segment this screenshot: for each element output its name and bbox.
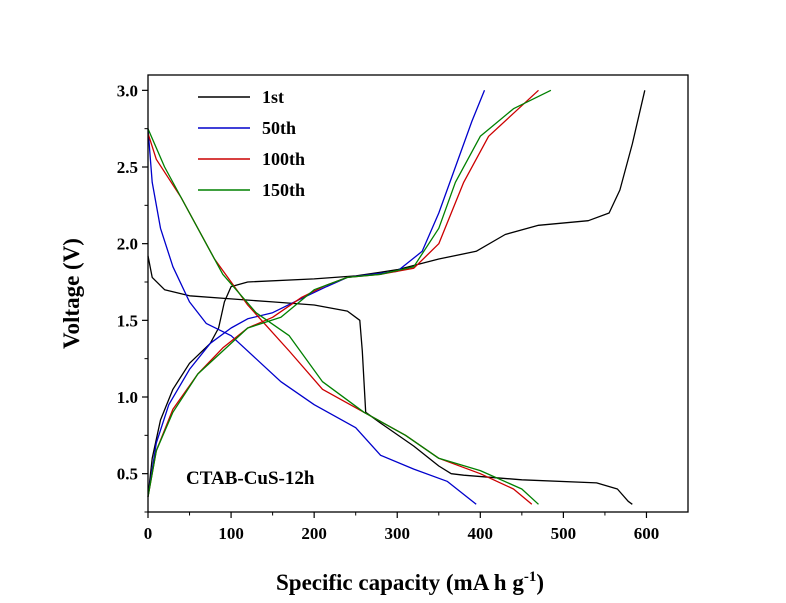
y-tick-label: 3.0 (117, 81, 138, 100)
legend: 1st 50th 100th 150th (198, 87, 305, 200)
x-tick-label: 0 (144, 524, 153, 543)
series-150th-discharge-line (147, 128, 539, 505)
x-axis-title-superscript: -1 (524, 569, 537, 585)
x-tick-label: 300 (384, 524, 410, 543)
y-tick-label: 0.5 (117, 465, 138, 484)
x-tick-label: 200 (301, 524, 327, 543)
legend-label-50th: 50th (262, 118, 296, 138)
series-1st-charge-line (147, 90, 646, 497)
x-tick-label: 100 (218, 524, 244, 543)
y-tick-label: 1.0 (117, 388, 138, 407)
y-tick-label: 1.5 (117, 311, 138, 330)
y-tick-label: 2.0 (117, 235, 138, 254)
annotation-label: CTAB-CuS-12h (186, 468, 315, 489)
x-axis-title-suffix: ) (536, 570, 544, 595)
legend-label-150th: 150th (262, 180, 305, 200)
series-150th-charge-line (147, 89, 552, 497)
legend-label-1st: 1st (262, 87, 284, 107)
x-axis-title: Specific capacity (mA h g-1) (276, 569, 544, 595)
series-layer (147, 89, 646, 505)
y-tick-label: 2.5 (117, 158, 138, 177)
series-1st-discharge-line (147, 255, 633, 505)
legend-label-100th: 100th (262, 149, 305, 169)
plot-frame (147, 74, 689, 513)
ticks-layer: 0 100 200 300 400 500 600 0.5 1.0 1.5 2.0 2.5 3.0 (117, 81, 659, 543)
x-tick-label: 600 (634, 524, 660, 543)
x-tick-label: 500 (551, 524, 577, 543)
x-tick-label: 400 (468, 524, 494, 543)
y-axis-title: Voltage (V) (59, 238, 84, 349)
series-50th-discharge-line (147, 128, 477, 505)
x-axis-title-main: Specific capacity (mA h g (276, 570, 524, 595)
series-50th-charge-line (147, 90, 486, 497)
